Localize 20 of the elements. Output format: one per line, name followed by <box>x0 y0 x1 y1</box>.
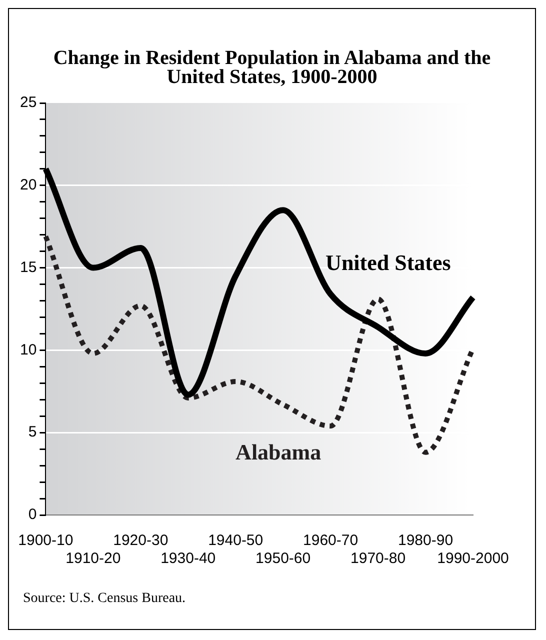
y-tick-label: 5 <box>28 424 37 441</box>
source-note: Source: U.S. Census Bureau. <box>22 590 187 607</box>
series-label: Alabama <box>236 440 322 465</box>
y-tick-label: 0 <box>28 506 37 524</box>
x-tick-label: 1940-50 <box>208 532 264 550</box>
y-tick-label: 15 <box>20 258 37 276</box>
series-label: United States <box>326 250 452 275</box>
x-tick-label: 1970-80 <box>350 550 406 568</box>
y-tick-label: 10 <box>20 341 37 358</box>
x-tick-label: 1920-30 <box>113 532 168 550</box>
x-tick-label: 1900-10 <box>18 532 74 550</box>
x-tick-label: 1980-90 <box>398 532 454 550</box>
x-tick-label: 1910-20 <box>66 550 121 568</box>
x-tick-label: 1930-40 <box>160 550 216 568</box>
y-tick-label: 25 <box>20 94 37 112</box>
x-tick-label: 1990-2000 <box>437 550 509 568</box>
y-tick-label: 20 <box>20 176 37 194</box>
x-tick-label: 1960-70 <box>303 532 358 550</box>
chart-title: Change in Resident Population in Alabama and the United States, 1900-2000 <box>52 46 492 90</box>
x-tick-label: 1950-60 <box>256 550 311 568</box>
